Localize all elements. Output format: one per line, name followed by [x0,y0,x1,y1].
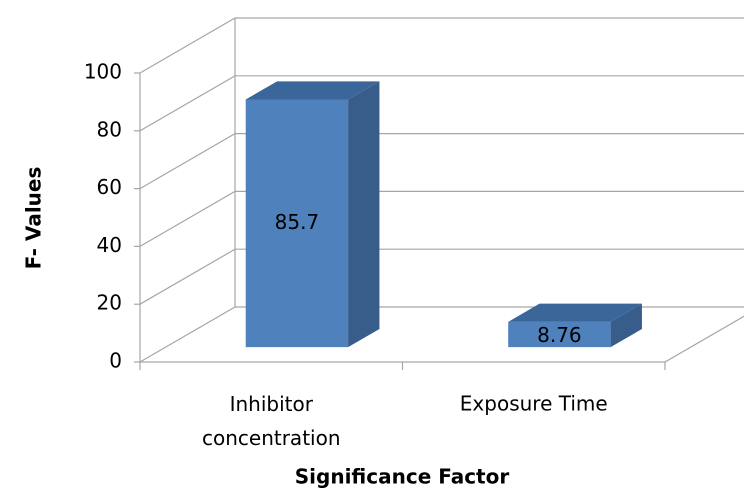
bar-top [508,303,642,322]
x-tick-label-line: Inhibitor [230,392,314,416]
y-tick-label: 100 [84,60,122,84]
bar-side [610,303,642,348]
grid-line [139,190,744,247]
x-tick-label: Inhibitor concentration [202,392,341,450]
data-label: 85.7 [275,210,320,234]
y-axis-title: F- Values [22,167,46,270]
bar [245,81,380,348]
grid-line [139,75,744,132]
bar-front [508,321,611,348]
data-label: 8.76 [537,323,582,347]
x-axis-title: Significance Factor [295,465,510,489]
y-tick-label: 20 [97,291,122,315]
x-tick-label: Exposure Time [460,392,608,416]
grid-line [139,306,744,363]
y-tick-label: 40 [97,233,122,257]
floor [140,315,744,363]
grid-line [139,248,744,305]
bar [508,303,642,348]
y-tick-label: 80 [97,117,122,141]
grid-line [139,133,744,190]
y-tick-label: 60 [97,175,122,199]
bar-side [348,81,380,348]
grid-line [139,17,744,74]
x-tick-label-line: concentration [202,426,341,450]
bar-top [245,81,380,100]
y-tick-label: 0 [109,349,122,373]
bar-front [245,99,349,348]
